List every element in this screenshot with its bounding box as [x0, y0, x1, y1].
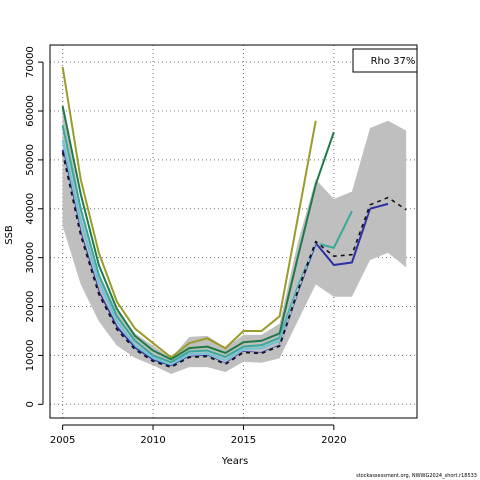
- y-tick-label: 10000: [25, 340, 36, 372]
- legend-rho-text: Rho 37%: [371, 56, 416, 67]
- x-tick-label: 2020: [321, 435, 346, 446]
- confidence-band-layer: [62, 106, 407, 375]
- plot-frame: [49, 44, 418, 419]
- y-tick-label: 20000: [25, 291, 36, 323]
- y-tick-label: 60000: [25, 95, 36, 127]
- legend: Rho 37%: [352, 48, 418, 73]
- series-line-6: [61, 152, 407, 368]
- x-tick-label: 2005: [50, 435, 75, 446]
- y-tick-label: 0: [25, 401, 36, 407]
- confidence-band: [62, 106, 407, 375]
- axes: 2005 2010 2015 2020 0 10000 20000 30000 40000 500…: [25, 46, 347, 446]
- credit-text: stockassessment.org, NWWG2024_short.r185…: [356, 473, 477, 479]
- series-line-7: [61, 152, 407, 368]
- legend-box: [352, 48, 418, 73]
- series-layer: [61, 66, 407, 368]
- y-tick-label: 30000: [25, 242, 36, 274]
- x-axis-label: Years: [221, 456, 248, 467]
- y-tick-label: 40000: [25, 193, 36, 225]
- y-tick-label: 70000: [25, 46, 36, 78]
- series-line-4: [61, 140, 317, 367]
- x-tick-label: 2015: [231, 435, 256, 446]
- y-tick-label: 50000: [25, 144, 36, 176]
- x-tick-label: 2010: [140, 435, 165, 446]
- series-line-1: [61, 66, 317, 359]
- series-line-2: [61, 105, 335, 361]
- y-axis-label: SSB: [4, 225, 15, 245]
